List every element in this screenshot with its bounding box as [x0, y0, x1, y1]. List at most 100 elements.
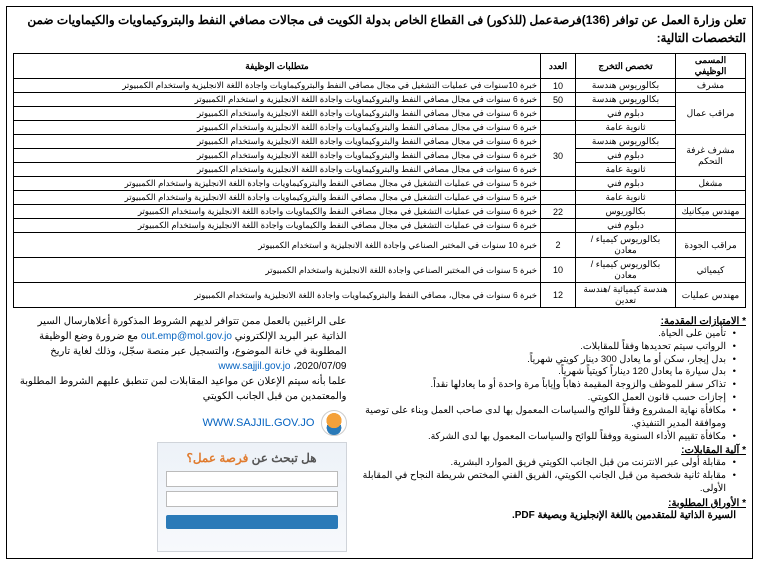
table-row: مراقب عمالبكالوريوس هندسة50خبرة 6 سنوات …	[14, 93, 746, 107]
cell-job-title: مشرف	[676, 79, 746, 93]
table-row: مراقب الجودةبكالوريوس كيمياء / معادن2خبر…	[14, 233, 746, 258]
cell-job-title	[676, 191, 746, 205]
list-item: الرواتب سيتم تحديدها وفقاً للمقابلات.	[355, 341, 737, 354]
th-spec: تخصص التخرج	[576, 54, 676, 79]
sajjil-link-1[interactable]: www.sajjil.gov.jo	[218, 361, 290, 372]
cell-req: خبرة 10 سنوات في المختبر الصناعي واجادة …	[14, 233, 541, 258]
cell-count: 30	[541, 135, 576, 177]
cell-spec: دبلوم فني	[576, 177, 676, 191]
cell-spec: ثانوية عامة	[576, 121, 676, 135]
logo-row: WWW.SAJJIL.GOV.JO	[13, 410, 347, 436]
list-item: مقابلة ثانية شخصية من قبل الجانب الكويتي…	[355, 470, 737, 496]
contact-email[interactable]: out.emp@mol.gov.jo	[141, 331, 232, 342]
list-item: بدل سيارة ما يعادل 120 ديناراً كويتياً ش…	[355, 366, 737, 379]
table-row: ثانوية عامة خبرة 5 سنوات في عمليات التشغي…	[14, 191, 746, 205]
list-item: إجازات حسب قانون العمل الكويتي.	[355, 392, 737, 405]
cell-req: خبرة 6 سنوات في مجال مصافي النفط والبترو…	[14, 93, 541, 107]
cell-count: 22	[541, 205, 576, 219]
list-item: مكافأة تقييم الأداء السنوية ووفقاً للوائ…	[355, 431, 737, 444]
cell-req: خبرة 6 سنوات في عمليات التشغيل في مجال م…	[14, 205, 541, 219]
cell-count	[541, 191, 576, 205]
cell-req: خبرة 5 سنوات في المختبر الصناعي واجادة ا…	[14, 258, 541, 283]
cell-spec: بكالوريوس	[576, 205, 676, 219]
cell-count: 10	[541, 79, 576, 93]
cell-req: خبرة 6 سنوات في مجال مصافي النفط والبترو…	[14, 163, 541, 177]
cell-job-title: مراقب الجودة	[676, 233, 746, 258]
cell-spec: دبلوم فني	[576, 107, 676, 121]
cell-count	[541, 107, 576, 121]
cell-req: خبرة 6 سنوات في مجال مصافي النفط والبترو…	[14, 107, 541, 121]
cell-count	[541, 177, 576, 191]
interview-list: مقابلة أولى عبر الانترنت من قبل الجانب ا…	[355, 457, 747, 495]
list-item: تذاكر سفر للموظف والزوجة المقيمة ذهاباً …	[355, 379, 737, 392]
cell-count: 12	[541, 283, 576, 308]
cell-count: 50	[541, 93, 576, 107]
benefits-list: تأمين على الحياة.الرواتب سيتم تحديدها وف…	[355, 328, 747, 443]
list-item: بدل إيجار، سكن أو ما يعادل 300 دينار كوي…	[355, 354, 737, 367]
th-job-title: المسمى الوظيفي	[676, 54, 746, 79]
login-card-title: هل تبحث عن فرصة عمل؟	[186, 451, 316, 465]
cell-spec: بكالوريوس هندسة	[576, 135, 676, 149]
cell-job-title: مهندس ميكانيك	[676, 205, 746, 219]
announcement-header: تعلن وزارة العمل عن توافر (136)فرصةعمل (…	[13, 11, 746, 47]
sajjil-logo-icon	[321, 410, 347, 436]
cell-req: خبرة 6 سنوات في عمليات التشغيل في مجال م…	[14, 219, 541, 233]
table-row: مهندس عملياتهندسة كيميائية /هندسة تعدين1…	[14, 283, 746, 308]
th-count: العدد	[541, 54, 576, 79]
cell-job-title: مهندس عمليات	[676, 283, 746, 308]
list-item: تأمين على الحياة.	[355, 328, 737, 341]
cell-job-title: كيميائي	[676, 258, 746, 283]
docs-text: السيرة الذاتية للمتقدمين باللغة الإنجليز…	[355, 510, 747, 521]
cell-spec: دبلوم فني	[576, 219, 676, 233]
sajjil-login-card: هل تبحث عن فرصة عمل؟	[157, 442, 347, 552]
cell-spec: بكالوريوس هندسة	[576, 93, 676, 107]
cell-spec: ثانوية عامة	[576, 191, 676, 205]
cell-spec: بكالوريوس هندسة	[576, 79, 676, 93]
cell-req: خبرة 6 سنوات في مجال مصافي النفط والبترو…	[14, 135, 541, 149]
login-submit-button[interactable]	[166, 515, 338, 529]
login-password-input[interactable]	[166, 491, 338, 507]
list-item: مقابلة أولى عبر الانترنت من قبل الجانب ا…	[355, 457, 737, 470]
table-row: مشرف غرفة التحكمبكالوريوس هندسة30خبرة 6 …	[14, 135, 746, 149]
cell-req: خبرة 5 سنوات في عمليات التشغيل في مجال م…	[14, 177, 541, 191]
list-item: مكافأة نهاية المشروع وفقاً للوائح والسيا…	[355, 405, 737, 431]
contact-para2: علما بأنه سيتم الإعلان عن مواعيد المقابل…	[13, 374, 347, 404]
interview-heading: * آلية المقابلات:	[355, 445, 747, 456]
login-username-input[interactable]	[166, 471, 338, 487]
cell-count: 2	[541, 233, 576, 258]
cell-job-title: مشغل	[676, 177, 746, 191]
table-row: ثانوية عامة خبرة 6 سنوات في مجال مصافي ال…	[14, 121, 746, 135]
benefits-column: * الامتيازات المقدمة: تأمين على الحياة.ا…	[355, 314, 747, 552]
cell-req: خبرة 6 سنوات في مجال مصافي النفط والبترو…	[14, 149, 541, 163]
bottom-section: * الامتيازات المقدمة: تأمين على الحياة.ا…	[13, 314, 746, 552]
table-row: ثانوية عامة خبرة 6 سنوات في مجال مصافي ال…	[14, 163, 746, 177]
table-row: دبلوم فني خبرة 6 سنوات في مجال مصافي النف…	[14, 149, 746, 163]
cell-spec: هندسة كيميائية /هندسة تعدين	[576, 283, 676, 308]
cell-req: خبرة 6 سنوات في مجال، مصافي النفط والبتر…	[14, 283, 541, 308]
cell-spec: بكالوريوس كيمياء / معادن	[576, 233, 676, 258]
table-row: دبلوم فني خبرة 6 سنوات في عمليات التشغيل …	[14, 219, 746, 233]
contact-column: على الراغبين بالعمل ممن تتوافر لديهم الش…	[13, 314, 347, 552]
cell-job-title	[676, 219, 746, 233]
contact-para1: على الراغبين بالعمل ممن تتوافر لديهم الش…	[13, 314, 347, 374]
cell-req: خبرة 6 سنوات في مجال مصافي النفط والبترو…	[14, 121, 541, 135]
sajjil-link-2[interactable]: WWW.SAJJIL.GOV.JO	[202, 417, 314, 429]
cell-req: خبرة 5 سنوات في عمليات التشغيل في مجال م…	[14, 191, 541, 205]
cell-count: 10	[541, 258, 576, 283]
table-row: كيميائيبكالوريوس كيمياء / معادن10خبرة 5 …	[14, 258, 746, 283]
cell-spec: ثانوية عامة	[576, 163, 676, 177]
cell-count	[541, 121, 576, 135]
document-frame: تعلن وزارة العمل عن توافر (136)فرصةعمل (…	[6, 6, 753, 559]
cell-req: خبرة 10سنوات في عمليات التشغيل في مجال م…	[14, 79, 541, 93]
cell-count	[541, 219, 576, 233]
benefits-heading: * الامتيازات المقدمة:	[355, 316, 747, 327]
th-req: متطلبات الوظيفة	[14, 54, 541, 79]
table-row: مشغلدبلوم فني خبرة 5 سنوات في عمليات التش…	[14, 177, 746, 191]
table-row: دبلوم فني خبرة 6 سنوات في مجال مصافي النف…	[14, 107, 746, 121]
jobs-table: المسمى الوظيفي تخصص التخرج العدد متطلبات…	[13, 53, 746, 308]
cell-spec: بكالوريوس كيمياء / معادن	[576, 258, 676, 283]
table-row: مهندس ميكانيكبكالوريوس22خبرة 6 سنوات في …	[14, 205, 746, 219]
cell-job-title: مشرف غرفة التحكم	[676, 135, 746, 177]
docs-heading: * الأوراق المطلوبة:	[355, 498, 747, 509]
cell-spec: دبلوم فني	[576, 149, 676, 163]
